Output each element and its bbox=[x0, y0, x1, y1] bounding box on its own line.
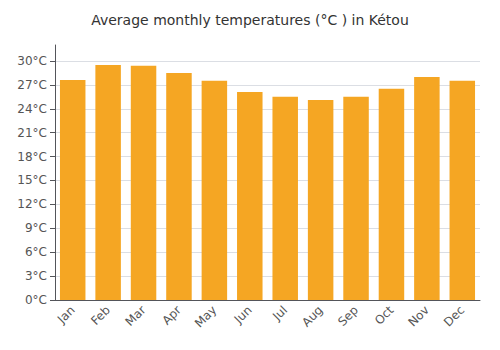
svg-text:Oct: Oct bbox=[372, 303, 397, 328]
svg-text:27°C: 27°C bbox=[17, 78, 47, 92]
svg-text:Jun: Jun bbox=[231, 303, 255, 327]
svg-text:May: May bbox=[192, 303, 219, 330]
svg-text:Dec: Dec bbox=[441, 303, 467, 329]
svg-text:Nov: Nov bbox=[405, 303, 431, 329]
svg-text:Jan: Jan bbox=[54, 303, 78, 327]
svg-text:Apr: Apr bbox=[159, 303, 184, 328]
svg-text:12°C: 12°C bbox=[17, 197, 47, 211]
svg-text:18°C: 18°C bbox=[17, 150, 47, 164]
svg-text:Mar: Mar bbox=[123, 303, 149, 329]
svg-text:3°C: 3°C bbox=[25, 269, 47, 283]
svg-text:Aug: Aug bbox=[299, 303, 325, 329]
svg-text:Sep: Sep bbox=[335, 303, 361, 329]
svg-text:Jul: Jul bbox=[269, 303, 290, 324]
svg-text:24°C: 24°C bbox=[17, 102, 47, 116]
svg-text:0°C: 0°C bbox=[25, 293, 47, 307]
svg-text:15°C: 15°C bbox=[17, 173, 47, 187]
svg-text:30°C: 30°C bbox=[17, 54, 47, 68]
svg-text:6°C: 6°C bbox=[25, 245, 47, 259]
svg-text:21°C: 21°C bbox=[17, 126, 47, 140]
svg-text:Feb: Feb bbox=[88, 303, 113, 328]
svg-text:Average monthly temperatures (: Average monthly temperatures (°C ) in Ké… bbox=[91, 12, 409, 28]
svg-text:9°C: 9°C bbox=[25, 221, 47, 235]
